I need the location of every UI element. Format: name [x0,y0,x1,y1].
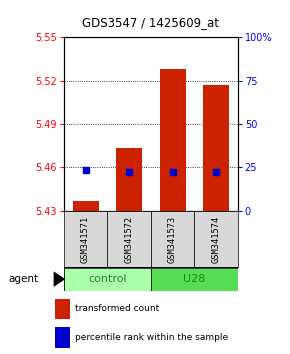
Text: U28: U28 [183,274,206,284]
Bar [203,85,229,211]
Bar [107,211,151,267]
Bar [55,298,70,319]
Text: agent: agent [9,274,39,284]
Text: control: control [88,274,127,284]
Text: GSM341574: GSM341574 [211,215,221,263]
Bar [64,268,151,291]
Text: GSM341572: GSM341572 [124,215,134,263]
Bar [64,211,107,267]
Text: transformed count: transformed count [75,304,160,313]
Bar [116,148,142,211]
Text: GDS3547 / 1425609_at: GDS3547 / 1425609_at [82,16,219,29]
Text: GSM341573: GSM341573 [168,215,177,263]
Bar [160,69,186,211]
Bar [151,211,194,267]
Text: GSM341571: GSM341571 [81,215,90,263]
Bar [55,327,70,348]
Text: percentile rank within the sample: percentile rank within the sample [75,333,229,342]
Bar [72,200,99,211]
Bar [151,268,238,291]
Bar [194,211,238,267]
